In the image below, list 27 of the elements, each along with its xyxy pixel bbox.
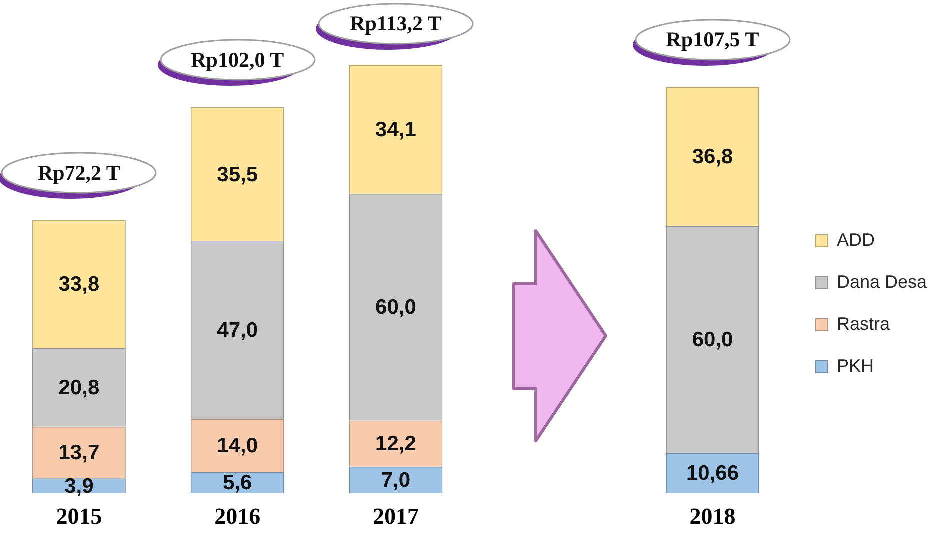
data-label: 13,7 — [58, 442, 100, 465]
data-label: 35,5 — [217, 163, 258, 186]
data-label: 14,0 — [217, 434, 258, 458]
legend-label: PKH — [836, 356, 874, 376]
total-label: Rp102,0 T — [191, 48, 284, 72]
data-label: 47,0 — [217, 319, 258, 342]
data-label: 10,66 — [686, 462, 740, 486]
data-label: 60,0 — [692, 328, 734, 352]
total-label: Rp113,2 T — [350, 11, 442, 36]
total-label: Rp107,5 T — [666, 28, 760, 52]
x-tick-label: 2017 — [372, 504, 419, 530]
total-label: Rp72,2 T — [38, 160, 120, 185]
legend-label: ADD — [836, 230, 875, 250]
x-tick-label: 2018 — [690, 504, 736, 530]
data-label: 3,9 — [64, 474, 94, 498]
data-label: 33,8 — [58, 273, 100, 296]
data-label: 20,8 — [58, 376, 100, 400]
x-tick-label: 2016 — [214, 504, 261, 530]
data-label: 7,0 — [381, 468, 411, 492]
data-label: 36,8 — [692, 145, 734, 168]
legend-label: Rastra — [836, 314, 891, 334]
data-label: 5,6 — [222, 472, 252, 495]
x-tick-label: 2015 — [56, 504, 102, 530]
data-label: 60,0 — [376, 296, 416, 320]
legend-label: Dana Desa — [836, 272, 928, 292]
data-label: 12,2 — [376, 432, 416, 456]
data-label: 34,1 — [376, 118, 417, 142]
